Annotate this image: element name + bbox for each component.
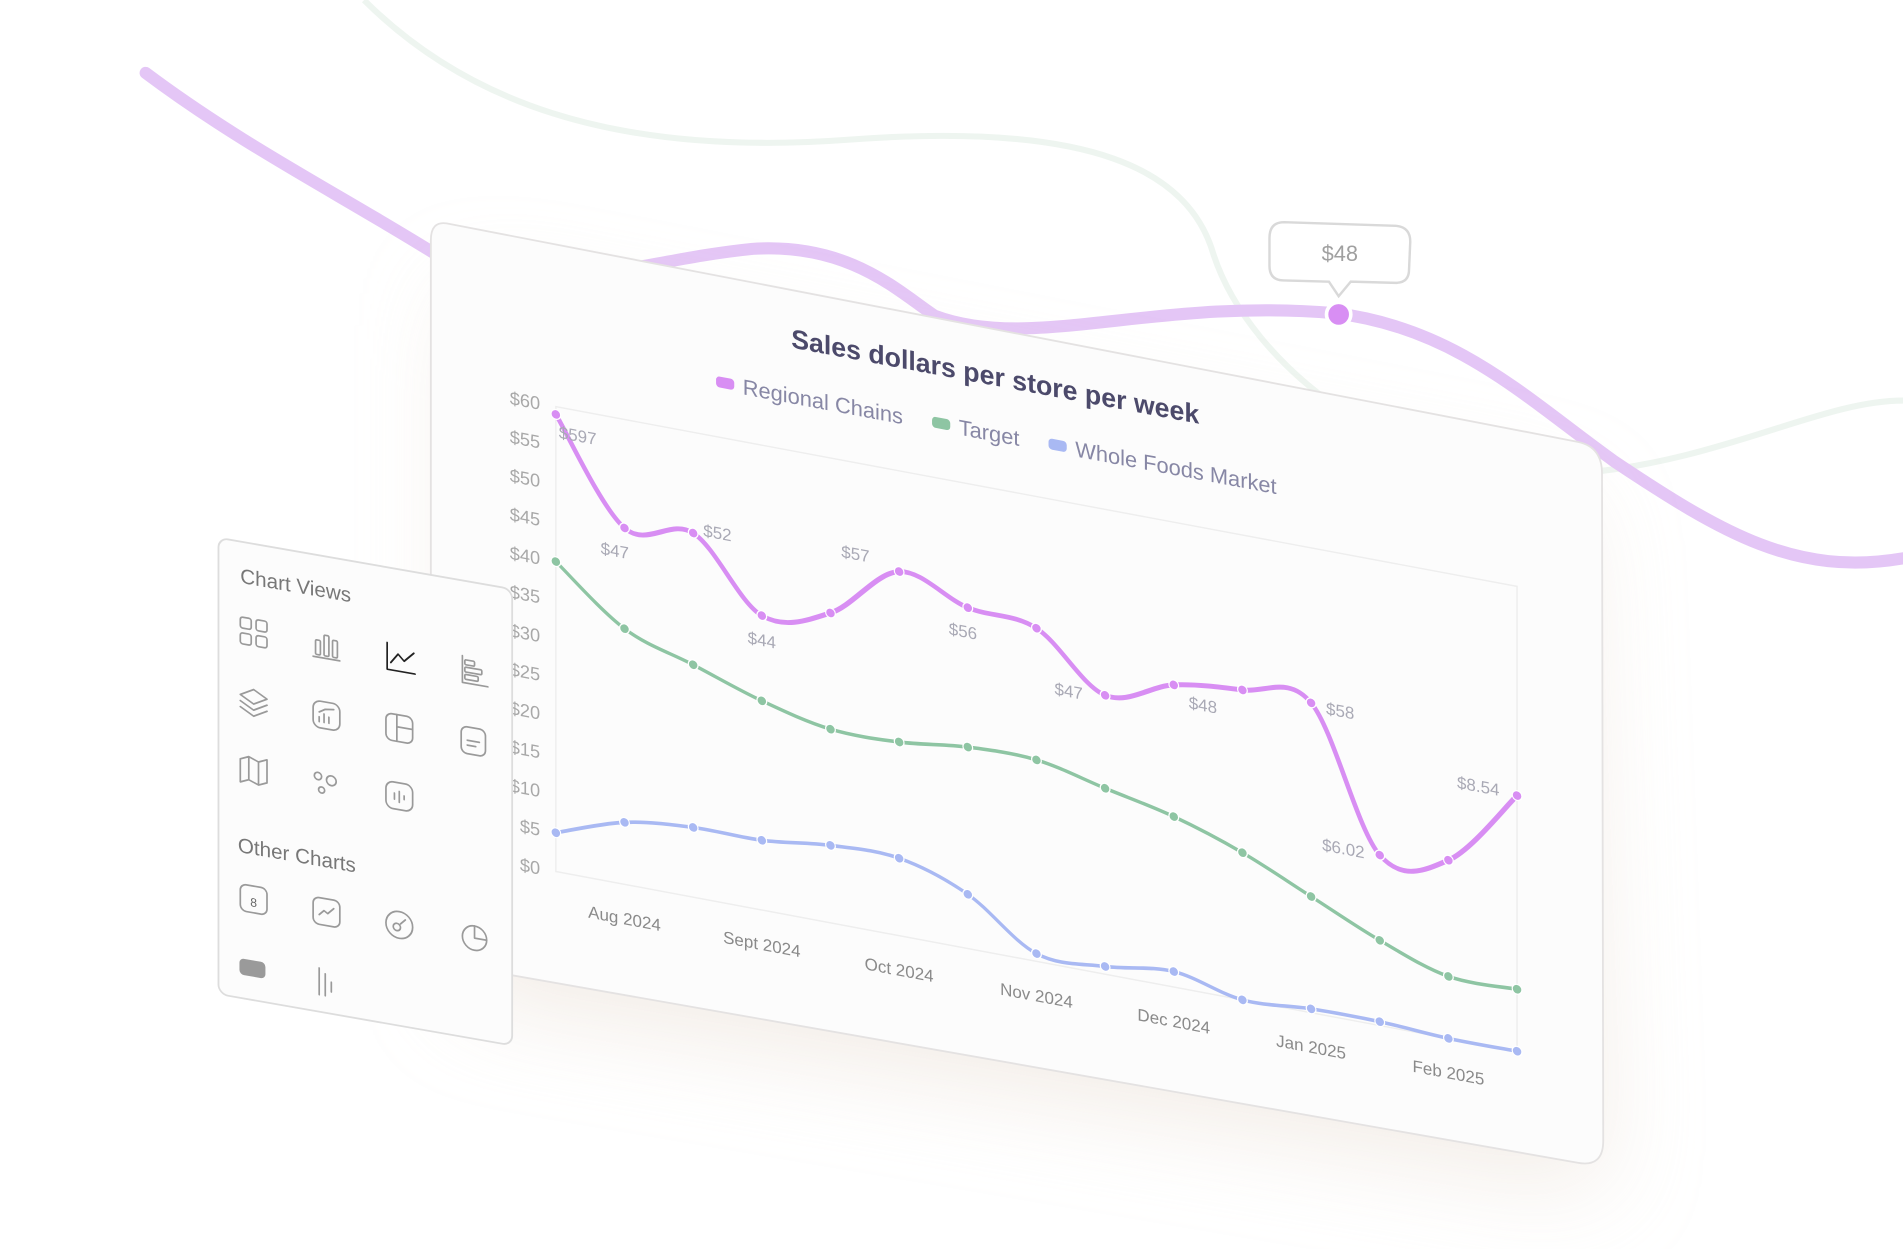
callout: $48 [1268, 220, 1412, 329]
icon-treemap[interactable] [385, 712, 414, 744]
icon-scatter[interactable] [313, 771, 338, 796]
icon-gauge[interactable] [385, 909, 414, 940]
data-point [825, 839, 836, 851]
data-point [1236, 994, 1248, 1006]
icon-bar[interactable] [312, 633, 341, 662]
data-point [1374, 1016, 1386, 1028]
data-point [962, 741, 974, 753]
data-point [1511, 983, 1523, 995]
data-point [1099, 782, 1111, 794]
data-point [550, 556, 562, 568]
chart-card [429, 222, 1605, 1165]
data-point [1374, 849, 1386, 861]
y-tick-label: $5 [520, 815, 540, 840]
data-point [756, 834, 768, 846]
data-point [1099, 689, 1111, 701]
data-point [1236, 684, 1248, 696]
data-point [756, 610, 768, 622]
icon-hbar[interactable] [461, 654, 489, 688]
data-point [1374, 934, 1386, 946]
data-point [619, 522, 630, 534]
data-point [1511, 790, 1523, 802]
data-point [962, 888, 974, 900]
data-point [1030, 948, 1042, 960]
icon-trend[interactable] [312, 700, 341, 731]
icon-number[interactable] [239, 883, 268, 916]
data-point [550, 408, 562, 420]
data-point [893, 736, 905, 748]
data-point [1168, 965, 1180, 978]
data-point [1168, 811, 1180, 823]
icon-bars-thin[interactable] [318, 967, 333, 997]
data-point [1236, 847, 1248, 859]
legend-swatch [932, 416, 951, 431]
data-point [1099, 960, 1111, 972]
data-point [825, 723, 836, 735]
data-point [825, 607, 836, 619]
data-point [893, 566, 905, 578]
data-point [962, 602, 974, 614]
data-point [1442, 970, 1454, 982]
data-point [1305, 890, 1317, 903]
y-tick-label: $0 [520, 854, 540, 879]
data-point [1168, 679, 1180, 691]
icon-pie[interactable] [461, 924, 488, 953]
data-point [619, 816, 630, 828]
icon-doc[interactable] [460, 725, 487, 757]
data-point [687, 659, 699, 671]
data-point [1030, 754, 1042, 766]
data-point [1030, 622, 1042, 634]
icon-grid[interactable] [239, 616, 268, 649]
data-point [1305, 1003, 1317, 1015]
legend-swatch [1048, 438, 1067, 452]
bg-curve [361, 0, 1903, 478]
icon-spark[interactable] [312, 896, 341, 928]
legend-swatch [716, 376, 735, 390]
icon-badge: 8 [250, 895, 257, 910]
data-point [1305, 697, 1317, 709]
callout-bubble [1268, 220, 1412, 299]
callout-dot [1324, 300, 1353, 329]
data-point [893, 852, 905, 864]
icon-layers[interactable] [239, 687, 268, 718]
data-point [1511, 1045, 1523, 1057]
data-point [550, 827, 562, 839]
callout-label: $48 [1322, 241, 1358, 266]
icon-map[interactable] [239, 755, 268, 786]
data-point [1442, 854, 1454, 866]
panel-frame [217, 538, 514, 1045]
icon-toggle[interactable] [239, 958, 266, 979]
plot-frame [555, 405, 1518, 1053]
data-point [687, 527, 699, 539]
chart-views-panel: Chart Views Other Charts 8 [217, 538, 514, 1045]
icon-box[interactable] [385, 780, 414, 812]
icon-line[interactable] [386, 641, 416, 675]
data-point [1442, 1032, 1454, 1044]
data-point [619, 623, 630, 635]
data-point [687, 821, 699, 833]
data-point [756, 695, 768, 707]
